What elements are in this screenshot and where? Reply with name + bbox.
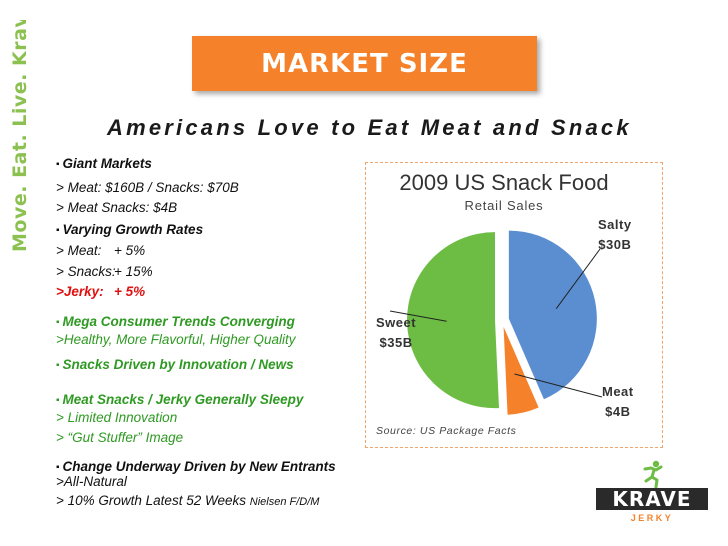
square-bullet-icon: ▪: [56, 462, 60, 473]
pie-slice-salty: [508, 230, 597, 400]
slice-name: Meat: [602, 384, 634, 399]
slice-label-meat: Meat $4B: [602, 382, 634, 422]
page-subtitle: Americans Love to Eat Meat and Snack: [107, 115, 632, 140]
bullet-growth-rates: ▪ Varying Growth Rates: [56, 222, 203, 237]
bullet-sub-line: >Healthy, More Flavorful, Higher Quality: [56, 332, 296, 347]
slice-label-sweet: Sweet $35B: [376, 313, 416, 353]
growth-row-snacks: > Snacks:+ 15%: [56, 264, 153, 279]
bullet-sub-line: >All-Natural: [56, 474, 127, 489]
bullet-sub-line: > Meat: $160B / Snacks: $70B: [56, 180, 239, 195]
leader-line-salty: [555, 248, 601, 310]
bullet-sub-line: > Meat Snacks: $4B: [56, 200, 178, 215]
growth-label: > Meat:: [56, 243, 102, 258]
runner-icon: [643, 460, 663, 488]
slice-label-salty: Salty $30B: [598, 215, 632, 255]
logo-wordmark: KRAVE: [596, 488, 708, 510]
slice-name: Sweet: [376, 315, 417, 330]
title-banner: MARKET SIZE: [192, 36, 537, 91]
growth-row-meat: > Meat: + 5%: [56, 243, 145, 258]
pie-chart-panel: 2009 US Snack Food Retail Sales Salty $3…: [365, 162, 663, 448]
bullet-sub-line-growth: > 10% Growth Latest 52 Weeks Nielsen F/D…: [56, 493, 319, 508]
growth-label: > Snacks:: [56, 264, 116, 279]
bullet-label: Varying Growth Rates: [62, 222, 204, 237]
pie-slice-sweet: [407, 232, 500, 409]
square-bullet-icon: ▪: [56, 225, 60, 236]
bullet-change-underway: ▪ Change Underway Driven by New Entrants: [56, 459, 336, 474]
growth-value: + 5%: [114, 284, 146, 299]
growth-value: + 5%: [114, 243, 146, 258]
bullet-sub-text: > 10% Growth Latest 52 Weeks: [56, 493, 246, 508]
slice-name: Salty: [598, 217, 632, 232]
chart-title: 2009 US Snack Food: [399, 170, 609, 195]
square-bullet-icon: ▪: [56, 360, 60, 371]
slice-value: $35B: [379, 335, 413, 350]
bullet-snack-innovation: ▪ Snacks Driven by Innovation / News: [56, 357, 294, 372]
slice-value: $4B: [605, 404, 631, 419]
chart-source: Source: US Package Facts: [376, 425, 517, 437]
bullet-label: Snacks Driven by Innovation / News: [62, 357, 294, 372]
krave-logo: KRAVE JERKY: [596, 460, 708, 528]
leader-line-sweet: [389, 310, 447, 322]
side-tagline: Move. Eat. Live. Krave.: [4, 20, 34, 256]
bullet-consumer-trends: ▪ Mega Consumer Trends Converging: [56, 314, 295, 329]
logo-subtitle: JERKY: [630, 513, 674, 523]
growth-label: >Jerky:: [56, 284, 104, 299]
growth-row-jerky: >Jerky: + 5%: [56, 284, 145, 299]
pie-chart: [389, 230, 603, 415]
bullet-label: Mega Consumer Trends Converging: [62, 314, 295, 329]
square-bullet-icon: ▪: [56, 395, 60, 406]
square-bullet-icon: ▪: [56, 159, 60, 170]
pie-slice-meat: [503, 326, 539, 415]
bullet-sub-line: > “Gut Stuffer” Image: [56, 430, 184, 445]
page-title: MARKET SIZE: [261, 48, 468, 79]
bullet-label: Meat Snacks / Jerky Generally Sleepy: [62, 392, 304, 407]
chart-subtitle: Retail Sales: [464, 198, 544, 213]
bullet-label: Giant Markets: [62, 156, 152, 171]
nielsen-note: Nielsen F/D/M: [249, 496, 320, 508]
leader-line-meat: [514, 373, 603, 398]
bullet-label: Change Underway Driven by New Entrants: [62, 459, 336, 474]
bullet-jerky-sleepy: ▪ Meat Snacks / Jerky Generally Sleepy: [56, 392, 303, 407]
square-bullet-icon: ▪: [56, 317, 60, 328]
slice-value: $30B: [598, 237, 632, 252]
side-tagline-text: Move. Eat. Live. Krave.: [9, 20, 31, 252]
growth-value: + 15%: [114, 264, 153, 279]
bullet-giant-markets: ▪ Giant Markets: [56, 156, 152, 171]
bullet-sub-line: > Limited Innovation: [56, 410, 178, 425]
